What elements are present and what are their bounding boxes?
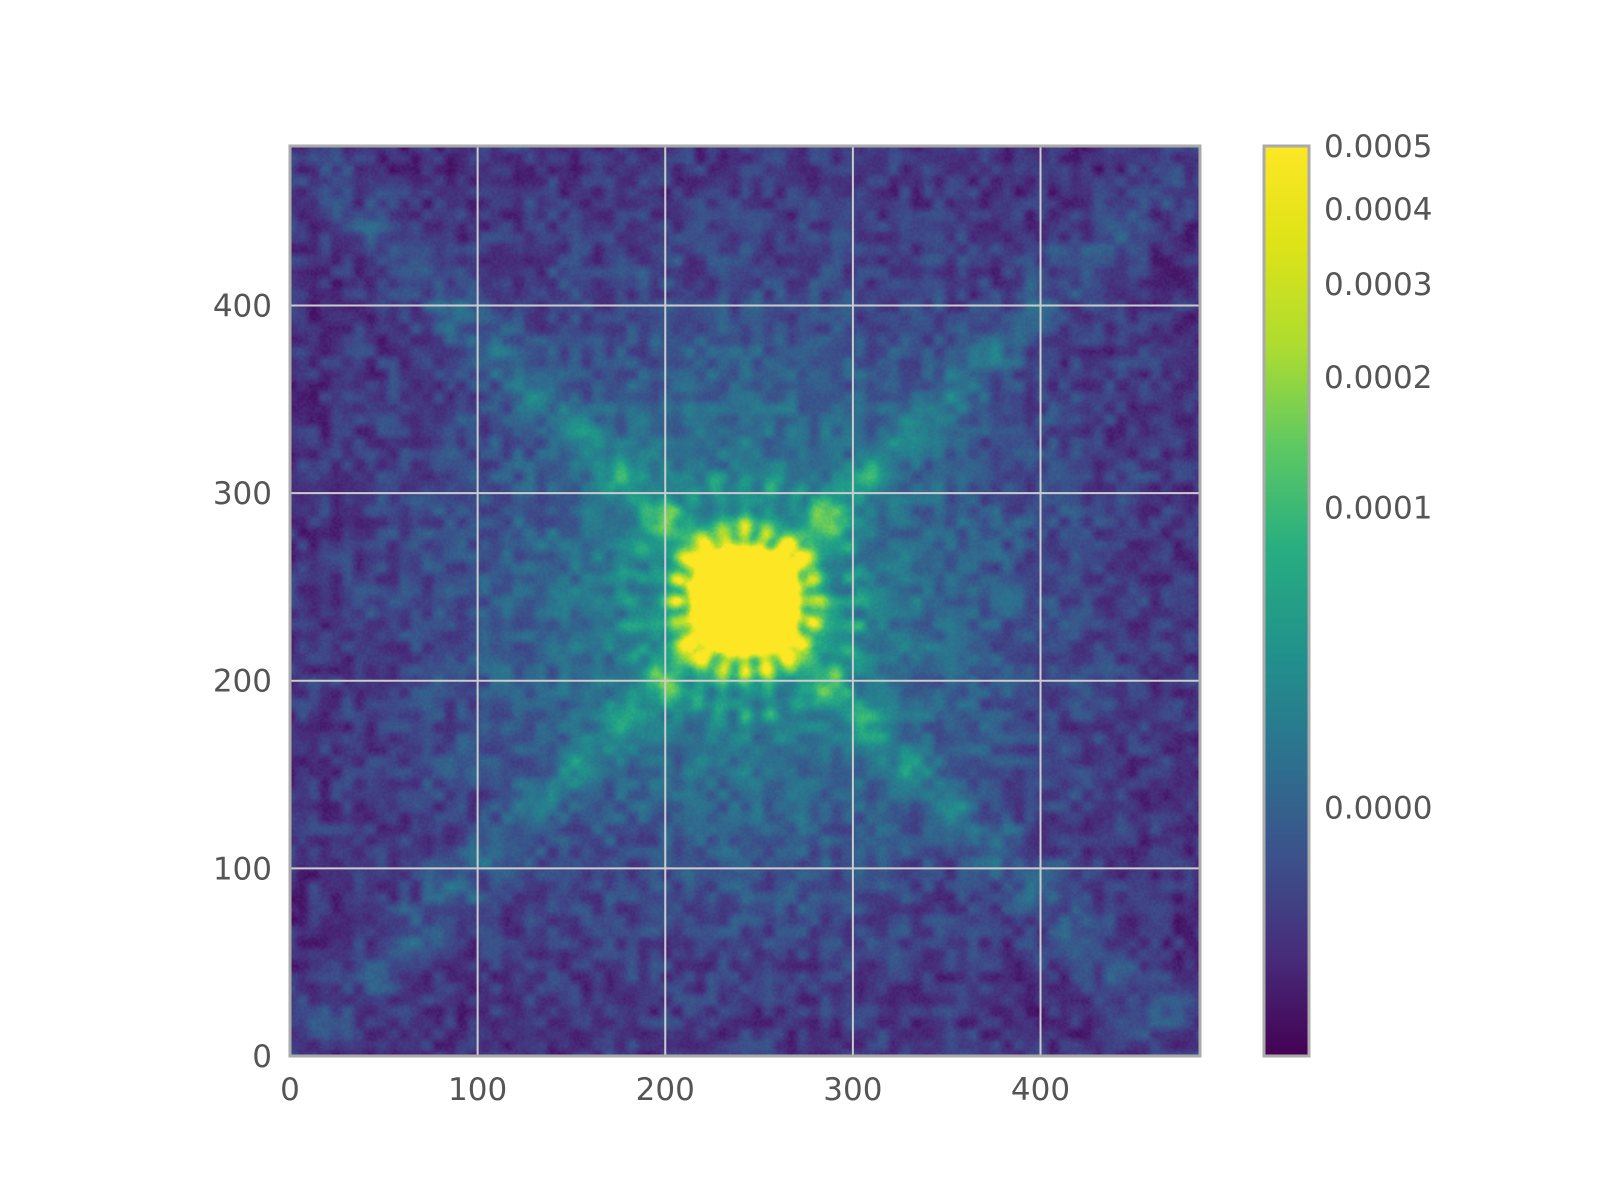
y-tick-label: 0 <box>252 1039 272 1075</box>
heatmap-area <box>290 146 1200 1056</box>
colorbar-tick-label: 0.0002 <box>1324 360 1432 396</box>
colorbar-tick-label: 0.0000 <box>1324 790 1432 826</box>
y-tick-label: 400 <box>213 288 272 324</box>
colorbar <box>1262 144 1311 1058</box>
colorbar-tick-label: 0.0005 <box>1324 129 1432 165</box>
colorbar-tick-label: 0.0004 <box>1324 192 1432 228</box>
y-axis-ticks: 0 100 200 300 400 <box>213 288 272 1075</box>
plot-frame <box>288 144 1202 1058</box>
y-tick-label: 200 <box>213 664 272 700</box>
colorbar-ticks: 0.0000 0.0001 0.0002 0.0003 0.0004 0.0005 <box>1324 129 1432 826</box>
x-tick-label: 300 <box>823 1072 882 1108</box>
colorbar-tick-label: 0.0001 <box>1324 490 1432 526</box>
x-tick-label: 0 <box>280 1072 300 1108</box>
x-tick-label: 200 <box>636 1072 695 1108</box>
x-tick-label: 100 <box>448 1072 507 1108</box>
grid-lines <box>290 146 1200 1056</box>
x-tick-label: 400 <box>1011 1072 1070 1108</box>
y-tick-label: 300 <box>213 476 272 512</box>
x-axis-ticks: 0 100 200 300 400 <box>280 1072 1070 1108</box>
heatmap-image <box>290 146 1200 1056</box>
colorbar-tick-label: 0.0003 <box>1324 267 1432 303</box>
y-tick-label: 100 <box>213 851 272 887</box>
